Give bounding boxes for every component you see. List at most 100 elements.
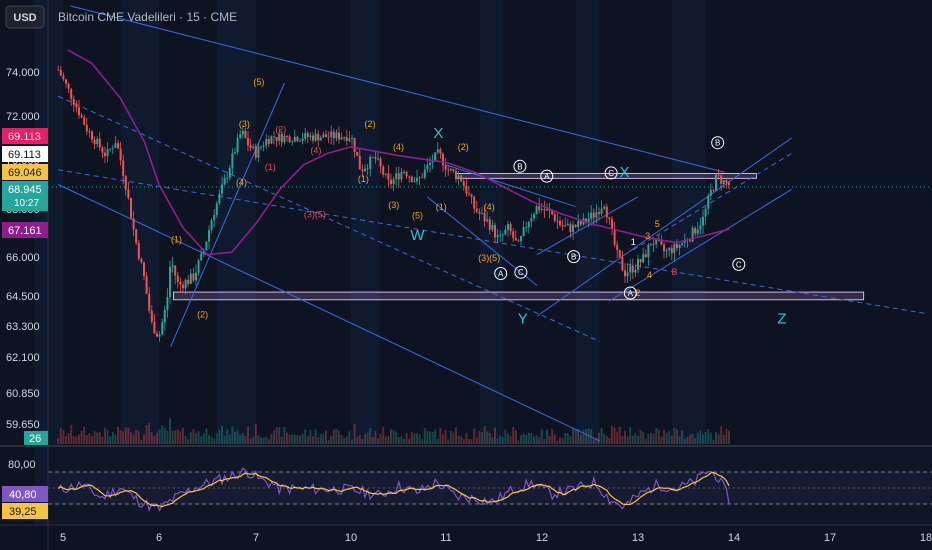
candle-body-256 <box>722 179 725 185</box>
candle-body-191 <box>553 214 556 221</box>
volume-bar-35 <box>148 423 151 444</box>
date-tick-14: 14 <box>728 532 740 544</box>
candle-body-159 <box>470 194 473 197</box>
volume-bar-144 <box>431 431 434 444</box>
volume-bar-37 <box>153 435 156 444</box>
volume-bar-58 <box>208 434 210 444</box>
volume-bar-258 <box>728 430 730 444</box>
candle-body-148 <box>442 153 444 166</box>
candle-body-246 <box>696 229 699 234</box>
volume-bar-45 <box>174 430 177 444</box>
volume-bar-81 <box>267 438 270 444</box>
candle-body-86 <box>280 134 283 143</box>
candle-body-258 <box>728 182 730 186</box>
candle-body-226 <box>644 254 647 258</box>
volume-bar-130 <box>395 431 398 444</box>
candle-body-213 <box>611 219 613 230</box>
volume-bar-41 <box>163 427 166 444</box>
candle-body-25 <box>122 160 125 177</box>
rsi-panel-bg <box>48 447 932 525</box>
volume-bar-194 <box>561 438 564 444</box>
candle-body-155 <box>460 175 463 182</box>
candle-body-172 <box>504 229 507 235</box>
elliott-wave-labels: (1)(2)(3)(4)(5)(2)(1)(3)(5)(4)(2)(1)(4)(… <box>171 77 787 327</box>
volume-bar-254 <box>717 434 720 444</box>
date-axis[interactable]: 5 6 7 10 11 12 13 14 17 18 <box>60 532 932 544</box>
volume-bar-157 <box>465 433 468 444</box>
volume-bar-42 <box>166 430 169 444</box>
candle-body-207 <box>595 212 598 218</box>
candle-body-102 <box>322 134 325 138</box>
candle-body-194 <box>561 225 564 227</box>
volume-bar-170 <box>499 435 502 444</box>
volume-bar-11 <box>85 435 88 444</box>
volume-bar-27 <box>127 427 130 444</box>
candle-body-6 <box>72 98 75 105</box>
volume-bar-92 <box>296 435 299 444</box>
circle-letter-3: C <box>518 268 524 277</box>
volume-bar-122 <box>374 431 377 444</box>
candle-body-233 <box>663 244 665 252</box>
candle-body-197 <box>569 223 572 233</box>
volume-bar-218 <box>624 430 626 444</box>
candle-body-3 <box>65 79 67 84</box>
volume-bar-193 <box>559 437 561 444</box>
candle-body-31 <box>137 242 140 259</box>
circle-ring-8 <box>732 257 746 271</box>
candle-body-121 <box>371 156 374 158</box>
price-badges: 69.113 69.113 69.046 68.945 10:27 67.161… <box>2 128 48 519</box>
candle-body-190 <box>551 210 554 215</box>
volume-bar-101 <box>319 434 322 444</box>
volume-bar-87 <box>283 426 286 444</box>
volume-bar-18 <box>104 427 106 444</box>
badge-price-3: 69.046 <box>8 167 42 179</box>
volume-bar-99 <box>314 429 317 444</box>
volume-bar-63 <box>221 425 223 444</box>
volume-bar-240 <box>681 430 684 444</box>
volume-bar-228 <box>650 432 652 444</box>
trendline-9 <box>608 188 792 302</box>
candle-body-29 <box>132 218 135 230</box>
candle-body-211 <box>605 206 608 218</box>
volume-bar-208 <box>598 432 600 444</box>
candle-body-33 <box>143 262 145 277</box>
candle-body-39 <box>158 334 161 337</box>
volume-bar-12 <box>88 433 91 444</box>
volume-bar-243 <box>689 434 691 444</box>
badge-ema-bg <box>2 222 48 238</box>
volume-bar-143 <box>429 431 431 444</box>
wave-label-22: 2 <box>635 288 640 298</box>
volume-bar-256 <box>722 434 725 444</box>
volume-bar-236 <box>670 435 673 444</box>
volume-bar-70 <box>239 434 242 444</box>
candle-body-130 <box>395 173 398 180</box>
volume-bar-79 <box>262 437 265 444</box>
candle-body-146 <box>436 149 439 153</box>
candle-body-63 <box>221 184 223 194</box>
candle-body-183 <box>533 214 535 219</box>
volume-bar-46 <box>176 429 179 444</box>
currency-button[interactable] <box>5 5 45 29</box>
price-axis[interactable]: 74.00072.00070.00068.00066.00064.50063.3… <box>6 67 40 471</box>
candle-body-87 <box>283 136 286 143</box>
wave-label-21: 4 <box>647 270 652 280</box>
candle-body-177 <box>517 240 520 242</box>
candle-body-107 <box>335 132 338 139</box>
volume-bar-168 <box>494 427 496 444</box>
date-tick-10: 10 <box>345 532 357 544</box>
candle-body-249 <box>704 208 707 217</box>
volume-bar-25 <box>122 431 125 444</box>
volume-bar-67 <box>231 426 234 444</box>
candle-body-203 <box>585 218 587 223</box>
volume-bar-175 <box>512 426 515 444</box>
volume-bar-131 <box>397 437 400 444</box>
circle-wave-6: A <box>623 286 637 300</box>
circle-ring-4 <box>567 250 581 264</box>
candle-body-186 <box>540 209 543 211</box>
volume-bar-179 <box>522 433 525 444</box>
candle-body-37 <box>153 321 156 334</box>
volume-bar-77 <box>257 435 260 444</box>
wave-label-2: (3) <box>239 119 250 129</box>
candle-body-255 <box>720 175 723 185</box>
